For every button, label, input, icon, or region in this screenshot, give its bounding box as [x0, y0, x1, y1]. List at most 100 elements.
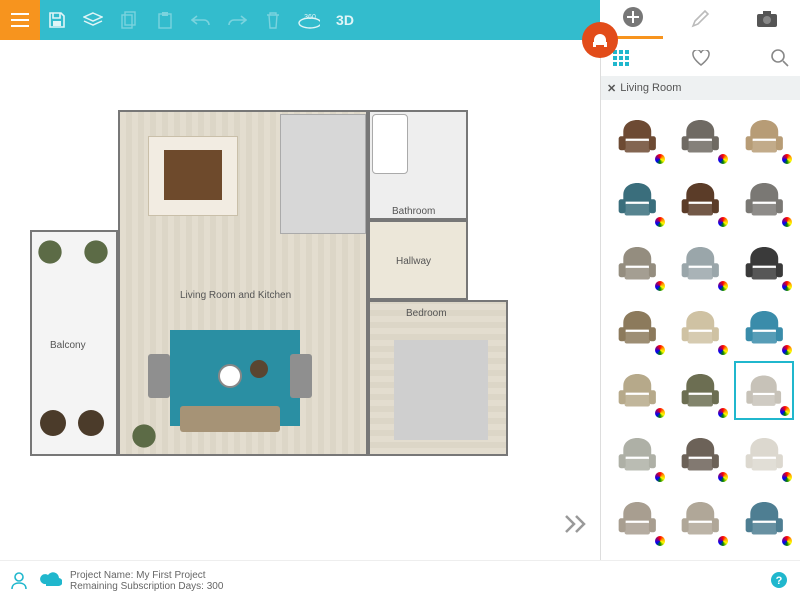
catalog-item[interactable]: [671, 106, 731, 166]
armchair-icon: [742, 369, 785, 412]
color-options-icon: [782, 536, 792, 546]
hamburger-icon: [11, 13, 29, 27]
chair-icon: [590, 30, 610, 50]
color-options-icon: [718, 536, 728, 546]
plus-circle-icon: [622, 6, 644, 28]
catalog-item[interactable]: [607, 297, 667, 357]
catalog-item[interactable]: [607, 361, 667, 421]
color-options-icon: [655, 217, 665, 227]
catalog-item[interactable]: [671, 233, 731, 293]
chevrons-right-icon: [564, 514, 588, 534]
catalog-item[interactable]: [671, 297, 731, 357]
pouf[interactable]: [250, 360, 268, 378]
project-name-label: Project Name: My First Project: [70, 570, 223, 581]
catalog-item[interactable]: [734, 552, 794, 560]
color-options-icon: [718, 472, 728, 482]
catalog-item[interactable]: [671, 552, 731, 560]
redo-button: [226, 9, 248, 31]
catalog-item[interactable]: [734, 106, 794, 166]
3d-toggle[interactable]: 3D: [334, 9, 356, 31]
toolbar: 360 3D: [40, 0, 600, 40]
catalog-item[interactable]: [607, 233, 667, 293]
cloud-button[interactable]: [40, 571, 60, 591]
armchair-icon: [677, 240, 724, 287]
plant-icon: [130, 422, 158, 450]
color-options-icon: [655, 154, 665, 164]
armchair-icon: [741, 495, 788, 542]
color-options-icon: [782, 154, 792, 164]
search-button[interactable]: [770, 48, 790, 68]
360-icon: 360: [298, 11, 320, 29]
catalog-item[interactable]: [607, 552, 667, 560]
catalog-item[interactable]: [671, 170, 731, 230]
armchair-icon: [614, 367, 661, 414]
breadcrumb-close[interactable]: ✕: [607, 82, 616, 95]
color-options-icon: [718, 408, 728, 418]
save-button[interactable]: [46, 9, 68, 31]
breadcrumb-label: Living Room: [620, 82, 681, 94]
floorplan-canvas[interactable]: Balcony Living Room and Kitchen Bathroom: [0, 40, 600, 560]
dining-table[interactable]: [164, 150, 222, 200]
armchair[interactable]: [148, 354, 170, 398]
color-options-icon: [718, 154, 728, 164]
catalog-item[interactable]: [607, 488, 667, 548]
heart-icon: [692, 50, 710, 66]
catalog-item[interactable]: [734, 361, 794, 421]
help-icon: ?: [770, 571, 788, 589]
grid-icon: [613, 50, 629, 66]
next-page-button[interactable]: [564, 514, 588, 534]
color-options-icon: [655, 281, 665, 291]
armchair-icon: [614, 304, 661, 351]
catalog-item[interactable]: [607, 170, 667, 230]
plant-icon: [36, 238, 64, 266]
label-bath: Bathroom: [392, 206, 435, 217]
armchair-icon: [677, 495, 724, 542]
catalog-item[interactable]: [734, 170, 794, 230]
tab-edit[interactable]: [670, 0, 730, 39]
furniture-mode-badge[interactable]: [582, 22, 618, 58]
menu-button[interactable]: [0, 0, 40, 40]
armchair-icon: [677, 176, 724, 223]
armchair-icon: [741, 431, 788, 478]
balcony-chair[interactable]: [40, 410, 66, 436]
catalog-item[interactable]: [607, 424, 667, 484]
catalog-item[interactable]: [734, 488, 794, 548]
armchair-icon: [614, 495, 661, 542]
delete-button: [262, 9, 284, 31]
armchair-icon: [614, 240, 661, 287]
bed[interactable]: [394, 340, 488, 440]
balcony-chair[interactable]: [78, 410, 104, 436]
help-button[interactable]: ?: [770, 571, 790, 591]
tab-snapshot[interactable]: [737, 0, 797, 39]
user-button[interactable]: [10, 571, 30, 591]
user-icon: [10, 571, 28, 589]
armchair[interactable]: [290, 354, 312, 398]
kitchen-counter[interactable]: [280, 114, 366, 234]
catalog-item[interactable]: [734, 297, 794, 357]
color-options-icon: [655, 536, 665, 546]
catalog-item[interactable]: [671, 424, 731, 484]
catalog-panel: ✕ Living Room: [600, 40, 800, 560]
paste-button: [154, 9, 176, 31]
color-options-icon: [782, 217, 792, 227]
layers-button[interactable]: [82, 9, 104, 31]
sofa[interactable]: [180, 406, 280, 432]
label-hall: Hallway: [396, 256, 431, 267]
armchair-icon: [614, 558, 661, 560]
status-bar: Project Name: My First Project Remaining…: [0, 560, 800, 600]
clipboard-icon: [157, 11, 173, 29]
catalog-item[interactable]: [607, 106, 667, 166]
catalog-item[interactable]: [734, 424, 794, 484]
catalog-item[interactable]: [671, 488, 731, 548]
360-button[interactable]: 360: [298, 9, 320, 31]
coffee-table[interactable]: [218, 364, 242, 388]
catalog-item[interactable]: [734, 233, 794, 293]
redo-icon: [227, 13, 247, 27]
favorites-button[interactable]: [691, 48, 711, 68]
catalog-item[interactable]: [671, 361, 731, 421]
label-living: Living Room and Kitchen: [180, 290, 291, 301]
color-options-icon: [780, 406, 790, 416]
color-options-icon: [655, 472, 665, 482]
bathtub[interactable]: [372, 114, 408, 174]
camera-icon: [756, 10, 778, 28]
